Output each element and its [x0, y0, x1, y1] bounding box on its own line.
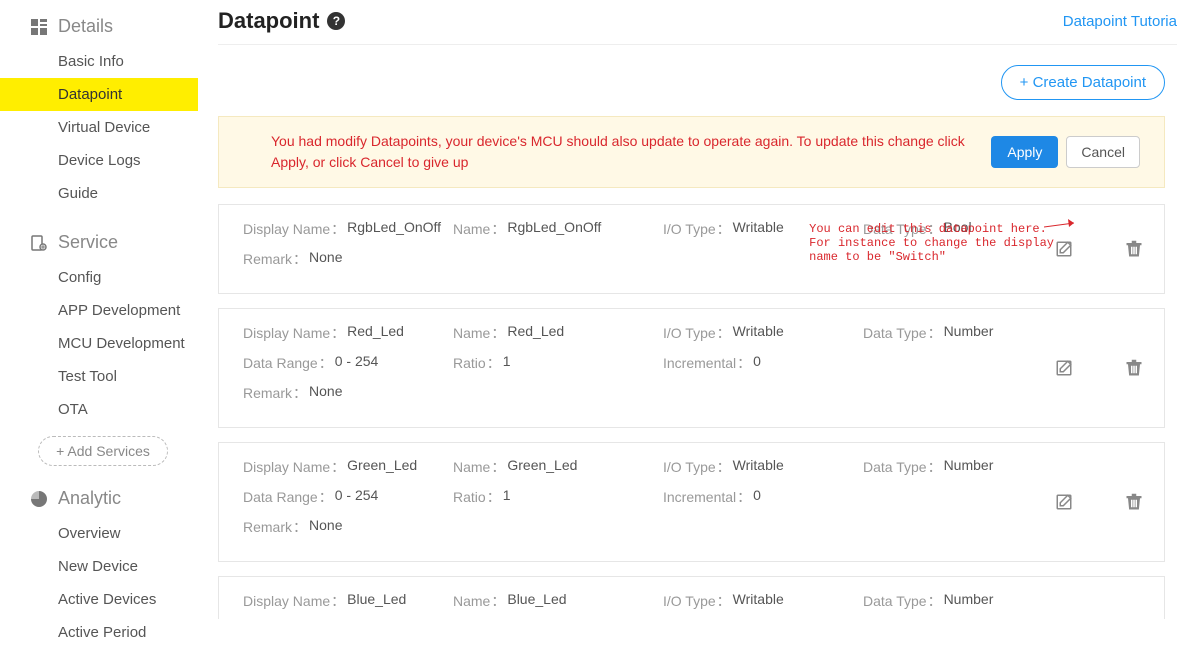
label-display-name: Display Name — [243, 591, 347, 611]
label-remark: Remark — [243, 517, 309, 537]
value-display-name: Blue_Led — [347, 591, 406, 611]
modify-notice: You had modify Datapoints, your device's… — [218, 116, 1165, 188]
value-io-type: Writable — [733, 457, 784, 477]
value-remark: None — [309, 383, 342, 403]
delete-icon[interactable] — [1124, 492, 1144, 512]
label-name: Name — [453, 591, 507, 611]
label-io-type: I/O Type — [663, 219, 733, 239]
value-data-range: 0 - 254 — [335, 353, 379, 373]
sidebar-item-virtual-device[interactable]: Virtual Device — [0, 111, 198, 144]
value-io-type: Writable — [733, 219, 784, 239]
value-io-type: Writable — [733, 591, 784, 611]
notice-actions: Apply Cancel — [991, 136, 1140, 168]
label-data-range: Data Range — [243, 353, 335, 373]
sidebar-group-details: Details — [0, 8, 198, 45]
label-name: Name — [453, 219, 507, 239]
create-row: + Create Datapoint — [218, 65, 1177, 100]
add-services-button[interactable]: + Add Services — [38, 436, 168, 466]
analytic-icon — [30, 490, 48, 508]
datapoint-list: Display NameRgbLed_OnOff NameRgbLed_OnOf… — [218, 204, 1177, 619]
sidebar: Details Basic Info Datapoint Virtual Dev… — [0, 0, 198, 619]
label-display-name: Display Name — [243, 457, 347, 477]
value-ratio: 1 — [503, 487, 511, 507]
value-name: Red_Led — [507, 323, 564, 343]
main-header: Datapoint ? Datapoint Tutoria — [218, 8, 1177, 45]
delete-icon[interactable] — [1124, 358, 1144, 378]
label-display-name: Display Name — [243, 323, 347, 343]
apply-button[interactable]: Apply — [991, 136, 1058, 168]
sidebar-item-test-tool[interactable]: Test Tool — [0, 360, 198, 393]
label-io-type: I/O Type — [663, 323, 733, 343]
create-datapoint-button[interactable]: + Create Datapoint — [1001, 65, 1165, 100]
datapoint-card: Display NameRgbLed_OnOff NameRgbLed_OnOf… — [218, 204, 1165, 294]
sidebar-group-label: Analytic — [58, 488, 121, 509]
annotation-text: You can edit this datapoint here. For in… — [809, 223, 1054, 264]
datapoint-card: Display NameBlue_Led NameBlue_Led I/O Ty… — [218, 576, 1165, 619]
datapoint-card: Display NameRed_Led NameRed_Led I/O Type… — [218, 308, 1165, 428]
main-content: Datapoint ? Datapoint Tutoria + Create D… — [198, 0, 1177, 619]
label-data-type: Data Type — [863, 323, 944, 343]
sidebar-item-active-period[interactable]: Active Period — [0, 616, 198, 649]
value-remark: None — [309, 249, 342, 269]
label-incremental: Incremental — [663, 353, 753, 373]
sidebar-item-guide[interactable]: Guide — [0, 177, 198, 210]
value-name: Blue_Led — [507, 591, 566, 611]
sidebar-item-active-devices[interactable]: Active Devices — [0, 583, 198, 616]
value-name: Green_Led — [507, 457, 577, 477]
label-remark: Remark — [243, 383, 309, 403]
label-data-type: Data Type — [863, 591, 944, 611]
sidebar-item-datapoint[interactable]: Datapoint — [0, 78, 198, 111]
label-ratio: Ratio — [453, 487, 503, 507]
sidebar-group-analytic: Analytic — [0, 480, 198, 517]
label-remark: Remark — [243, 249, 309, 269]
label-io-type: I/O Type — [663, 457, 733, 477]
delete-icon[interactable] — [1124, 239, 1144, 259]
value-data-range: 0 - 254 — [335, 487, 379, 507]
sidebar-item-ota[interactable]: OTA — [0, 393, 198, 426]
label-ratio: Ratio — [453, 353, 503, 373]
value-incremental: 0 — [753, 353, 761, 373]
value-data-type: Number — [944, 323, 994, 343]
sidebar-item-device-logs[interactable]: Device Logs — [0, 144, 198, 177]
sidebar-group-label: Details — [58, 16, 113, 37]
edit-icon[interactable] — [1054, 492, 1074, 512]
value-remark: None — [309, 517, 342, 537]
label-name: Name — [453, 323, 507, 343]
label-incremental: Incremental — [663, 487, 753, 507]
sidebar-item-app-development[interactable]: APP Development — [0, 294, 198, 327]
help-icon[interactable]: ? — [327, 12, 345, 30]
value-io-type: Writable — [733, 323, 784, 343]
label-io-type: I/O Type — [663, 591, 733, 611]
details-icon — [30, 18, 48, 36]
page-title: Datapoint ? — [218, 8, 345, 34]
value-ratio: 1 — [503, 353, 511, 373]
tutorial-link[interactable]: Datapoint Tutoria — [1063, 13, 1177, 30]
cancel-button[interactable]: Cancel — [1066, 136, 1140, 168]
label-data-range: Data Range — [243, 487, 335, 507]
label-display-name: Display Name — [243, 219, 347, 239]
value-data-type: Number — [944, 591, 994, 611]
value-incremental: 0 — [753, 487, 761, 507]
sidebar-item-overview[interactable]: Overview — [0, 517, 198, 550]
sidebar-item-basic-info[interactable]: Basic Info — [0, 45, 198, 78]
value-data-type: Number — [944, 457, 994, 477]
sidebar-group-label: Service — [58, 232, 118, 253]
sidebar-item-config[interactable]: Config — [0, 261, 198, 294]
notice-text: You had modify Datapoints, your device's… — [243, 131, 991, 173]
sidebar-group-service: Service — [0, 224, 198, 261]
value-display-name: RgbLed_OnOff — [347, 219, 441, 239]
service-icon — [30, 234, 48, 252]
value-display-name: Green_Led — [347, 457, 417, 477]
label-name: Name — [453, 457, 507, 477]
label-data-type: Data Type — [863, 457, 944, 477]
edit-icon[interactable] — [1054, 358, 1074, 378]
sidebar-item-mcu-development[interactable]: MCU Development — [0, 327, 198, 360]
edit-icon[interactable] — [1054, 239, 1074, 259]
datapoint-card: Display NameGreen_Led NameGreen_Led I/O … — [218, 442, 1165, 562]
sidebar-item-new-device[interactable]: New Device — [0, 550, 198, 583]
value-name: RgbLed_OnOff — [507, 219, 601, 239]
value-display-name: Red_Led — [347, 323, 404, 343]
